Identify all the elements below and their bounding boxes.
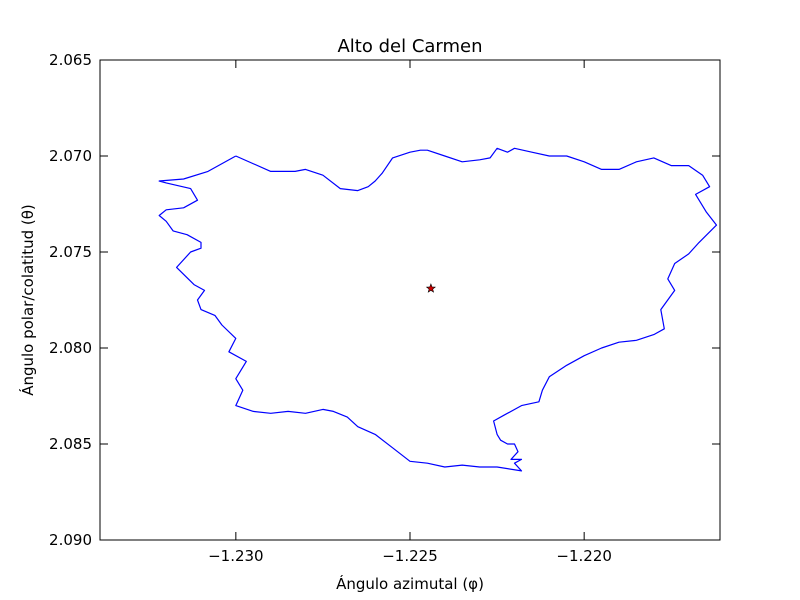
y-tick-label: 2.090 [49,531,92,549]
y-tick-label: 2.070 [49,147,92,165]
chart-title: Alto del Carmen [337,36,482,57]
y-tick-label: 2.080 [49,339,92,357]
centroid-star-marker [425,283,436,293]
y-tick-label: 2.075 [49,243,92,261]
x-axis-label: Ángulo azimutal (φ) [336,574,484,593]
y-axis-label: Ángulo polar/colatitud (θ) [18,204,37,396]
x-tick-label: −1.225 [382,547,438,565]
x-tick-label: −1.230 [208,547,264,565]
y-tick-label: 2.065 [49,51,92,69]
boundary-line [158,147,718,472]
y-tick-label: 2.085 [49,435,92,453]
x-tick-label: −1.220 [556,547,612,565]
